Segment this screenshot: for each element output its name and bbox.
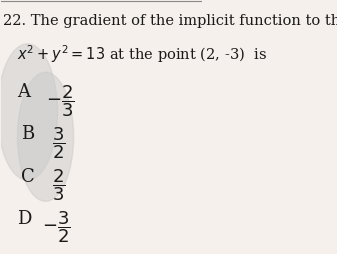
Text: D: D	[18, 209, 32, 227]
Ellipse shape	[0, 45, 58, 181]
Text: A: A	[18, 83, 30, 101]
Text: $-\dfrac{2}{3}$: $-\dfrac{2}{3}$	[45, 83, 74, 118]
Text: $x^2 + y^2 = 13$ at the point (2, -3)  is: $x^2 + y^2 = 13$ at the point (2, -3) is	[18, 43, 268, 65]
Text: $-\dfrac{3}{2}$: $-\dfrac{3}{2}$	[41, 209, 70, 244]
Ellipse shape	[18, 73, 73, 201]
Text: C: C	[22, 167, 35, 185]
Text: B: B	[22, 125, 35, 143]
Text: $\dfrac{2}{3}$: $\dfrac{2}{3}$	[52, 167, 65, 202]
Text: $\dfrac{3}{2}$: $\dfrac{3}{2}$	[52, 125, 65, 160]
Text: 22. The gradient of the implicit function to the curve: 22. The gradient of the implicit functio…	[3, 14, 337, 28]
